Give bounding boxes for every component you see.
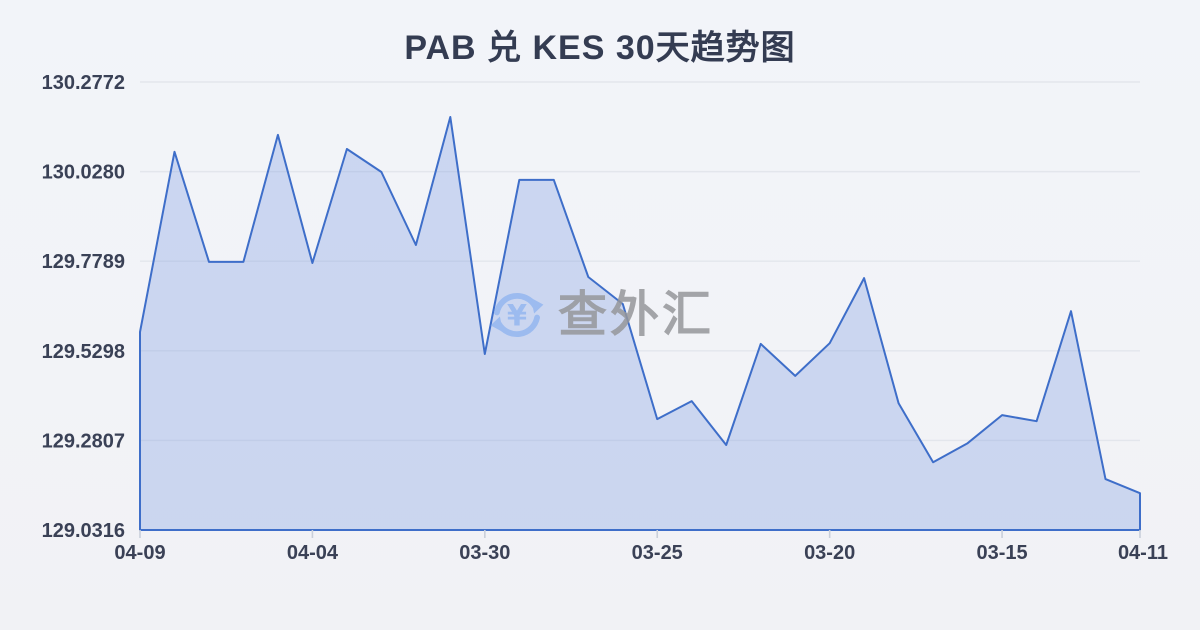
chart-title: PAB 兑 KES 30天趋势图 bbox=[404, 29, 796, 67]
y-axis-label: 129.2807 bbox=[42, 430, 125, 452]
x-axis-label: 03-20 bbox=[804, 542, 855, 564]
y-axis-label: 129.0316 bbox=[42, 520, 125, 542]
x-axis-label: 03-30 bbox=[459, 542, 510, 564]
y-axis-label: 129.5298 bbox=[42, 341, 125, 363]
x-axis-label: 04-11 bbox=[1118, 542, 1168, 564]
x-axis-label: 04-04 bbox=[287, 542, 339, 564]
x-axis-label: 03-15 bbox=[976, 542, 1027, 564]
x-axis-label: 03-25 bbox=[632, 542, 683, 564]
y-axis-label: 130.0280 bbox=[42, 162, 125, 184]
price-series-area bbox=[139, 116, 1141, 531]
y-axis-label: 129.7789 bbox=[42, 251, 125, 273]
y-axis-label: 130.2772 bbox=[42, 72, 125, 94]
x-axis-label: 04-09 bbox=[114, 542, 165, 564]
